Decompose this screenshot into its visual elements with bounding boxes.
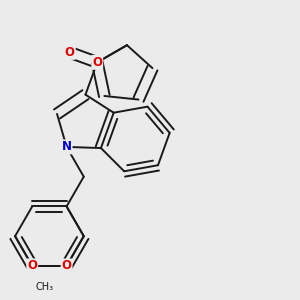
- Text: O: O: [92, 56, 102, 69]
- Text: N: N: [61, 140, 72, 153]
- Text: CH₃: CH₃: [35, 282, 53, 292]
- Text: O: O: [27, 260, 37, 272]
- Text: O: O: [61, 260, 72, 272]
- Text: O: O: [65, 46, 75, 59]
